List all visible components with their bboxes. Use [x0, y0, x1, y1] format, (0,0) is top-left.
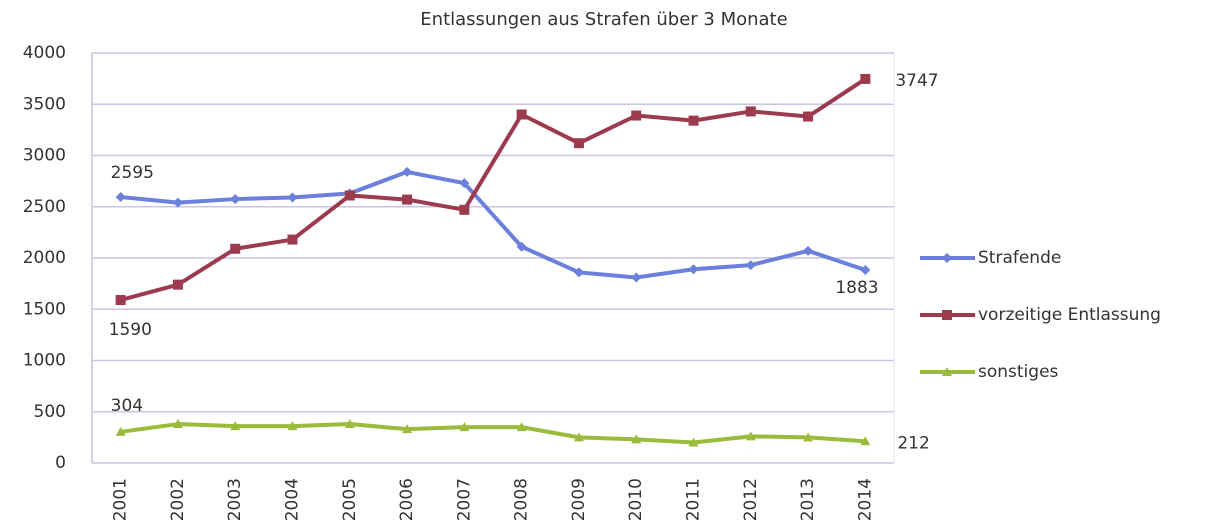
y-tick-label: 0 — [55, 453, 66, 473]
x-tick-label: 2014 — [855, 478, 875, 521]
marker — [402, 424, 413, 434]
x-tick-label: 2005 — [340, 478, 360, 521]
x-tick-label: 2006 — [397, 478, 417, 521]
x-tick-label: 2007 — [454, 478, 474, 521]
marker — [230, 421, 241, 431]
marker — [860, 264, 871, 275]
marker — [402, 194, 413, 205]
marker — [688, 264, 699, 275]
marker — [573, 432, 584, 442]
data-label: 2595 — [111, 163, 154, 183]
marker — [688, 437, 699, 447]
marker — [745, 106, 756, 117]
marker — [573, 267, 584, 278]
marker — [516, 422, 527, 432]
x-tick-label: 2002 — [168, 478, 188, 521]
x-tick-label: 2009 — [569, 478, 589, 521]
marker — [230, 194, 241, 205]
x-tick-label: 2003 — [225, 478, 245, 521]
marker — [803, 432, 814, 442]
y-tick-label: 3500 — [23, 94, 66, 114]
x-tick-label: 2012 — [741, 478, 761, 521]
marker — [287, 421, 298, 431]
marker — [631, 110, 642, 121]
marker — [459, 178, 470, 189]
x-tick-label: 2010 — [626, 478, 646, 521]
legend-label: vorzeitige Entlassung — [978, 305, 1161, 325]
y-tick-label: 1500 — [23, 299, 66, 319]
series-line — [120, 422, 866, 445]
legend-label: Strafende — [978, 248, 1061, 268]
marker — [631, 434, 642, 444]
marker — [115, 426, 126, 436]
x-tick-label: 2001 — [111, 478, 131, 521]
marker — [942, 253, 952, 263]
marker — [459, 422, 470, 432]
legend-label: sonstiges — [978, 362, 1059, 382]
data-label: 1590 — [109, 320, 152, 340]
x-tick-label: 2013 — [798, 478, 818, 521]
data-label: 304 — [111, 396, 143, 416]
marker — [115, 192, 126, 203]
marker — [172, 419, 183, 429]
marker — [803, 245, 814, 256]
x-tick-label: 2004 — [283, 478, 303, 521]
marker — [230, 243, 241, 254]
marker — [803, 111, 814, 122]
data-label: 3747 — [895, 71, 938, 91]
y-tick-label: 500 — [34, 402, 66, 422]
marker — [344, 190, 355, 201]
y-tick-label: 1000 — [23, 351, 66, 371]
marker — [115, 295, 126, 306]
y-tick-label: 4000 — [23, 43, 66, 63]
marker — [573, 138, 584, 149]
x-tick-label: 2008 — [512, 478, 532, 521]
chart-title: Entlassungen aus Strafen über 3 Monate — [420, 9, 787, 30]
marker — [287, 234, 298, 245]
marker — [402, 166, 413, 177]
marker — [172, 279, 183, 290]
y-tick-label: 2000 — [23, 248, 66, 268]
marker — [745, 260, 756, 271]
x-tick-label: 2011 — [684, 478, 704, 521]
marker — [287, 192, 298, 203]
y-tick-label: 2500 — [23, 197, 66, 217]
marker — [172, 197, 183, 208]
marker — [942, 367, 952, 376]
marker — [516, 241, 527, 252]
y-tick-label: 3000 — [23, 146, 66, 166]
data-label: 1883 — [835, 278, 878, 298]
series-line — [120, 77, 867, 302]
marker — [860, 436, 871, 446]
marker — [860, 73, 871, 84]
marker — [745, 431, 756, 441]
series-line — [120, 169, 866, 280]
marker — [942, 310, 952, 320]
data-label: 212 — [897, 433, 929, 453]
marker — [459, 204, 470, 215]
marker — [631, 272, 642, 283]
marker — [688, 115, 699, 126]
marker — [344, 419, 355, 429]
marker — [516, 109, 527, 120]
